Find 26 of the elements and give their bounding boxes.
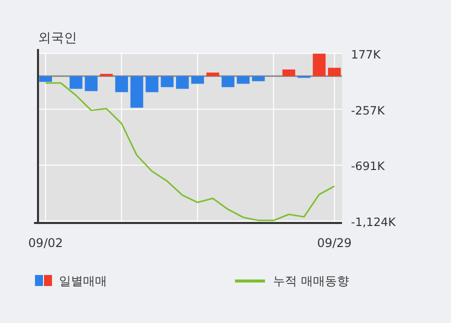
bar	[70, 76, 82, 89]
bar	[39, 76, 52, 82]
bar	[282, 69, 296, 76]
bar	[130, 76, 144, 108]
bar	[206, 72, 220, 76]
bar	[115, 76, 128, 92]
y-tick-label: -257K	[351, 103, 386, 118]
bar	[312, 54, 326, 76]
bar	[236, 76, 250, 84]
bar	[84, 76, 98, 92]
line-series	[44, 82, 336, 222]
x-tick-label: 09/29	[317, 236, 352, 250]
bar	[191, 76, 204, 84]
bar	[252, 76, 265, 82]
y-tick-label: -691K	[351, 159, 386, 174]
bar	[146, 76, 158, 92]
bar	[176, 76, 189, 89]
chart-title: 외국인	[38, 31, 77, 46]
x-tick-label: 09/02	[28, 236, 63, 250]
legend-label: 누적 매매동향	[273, 274, 349, 288]
legend-label: 일별매매	[59, 274, 107, 288]
bar	[222, 76, 234, 88]
bar	[160, 76, 174, 88]
y-tick-label: 177K	[351, 47, 381, 62]
bar	[328, 68, 341, 76]
y-tick-label: -1,124K	[351, 214, 396, 229]
